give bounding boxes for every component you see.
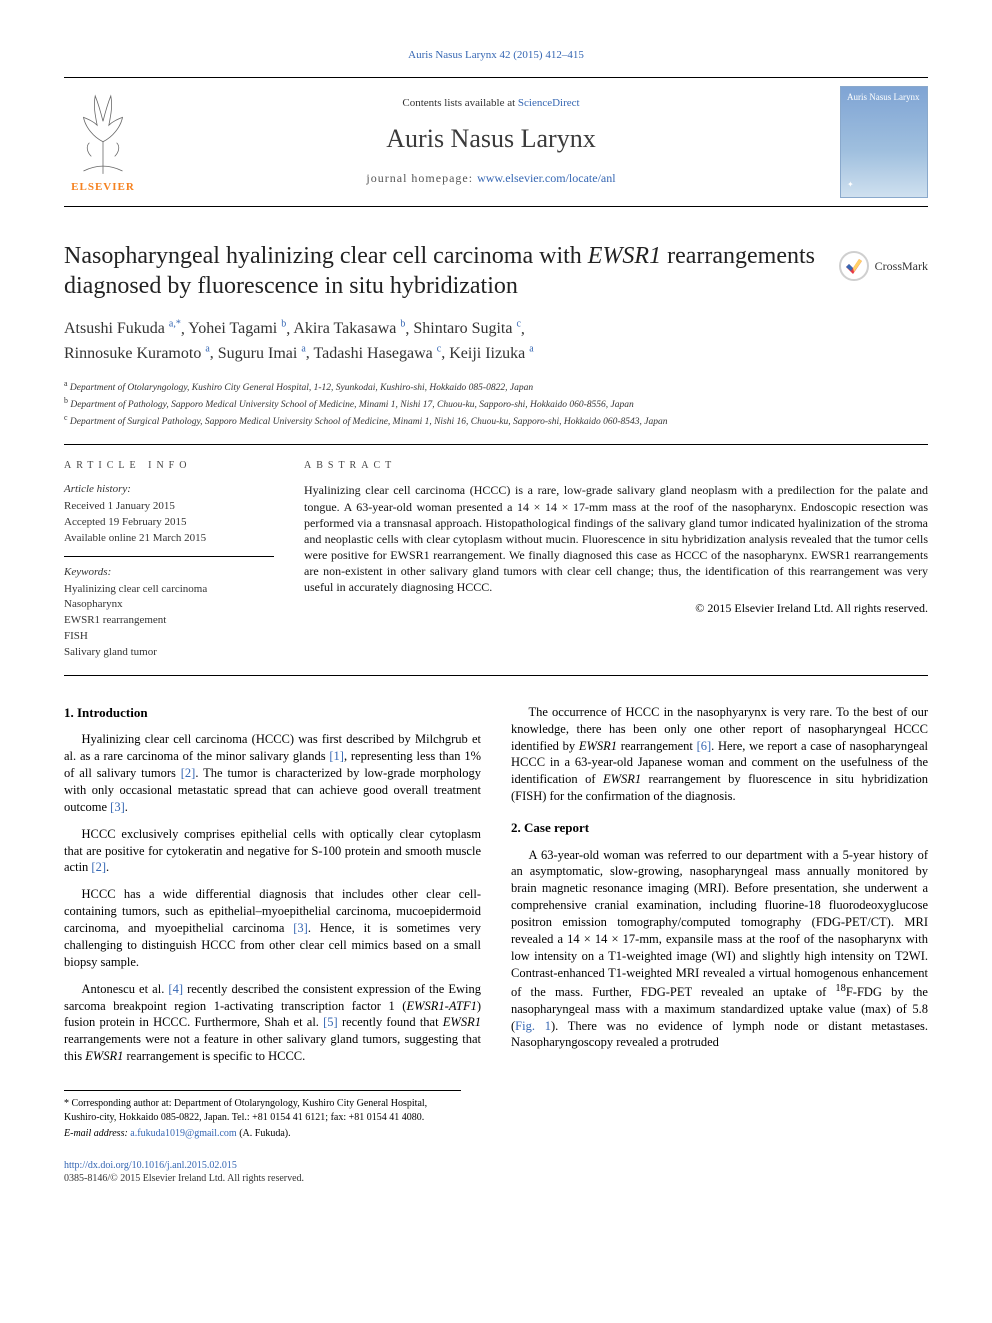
keyword: EWSR1 rearrangement <box>64 613 274 628</box>
author: Yohei Tagami b <box>188 320 286 337</box>
abstract-text: Hyalinizing clear cell carcinoma (HCCC) … <box>304 482 928 595</box>
keyword: Salivary gland tumor <box>64 645 274 660</box>
contents-prefix: Contents lists available at <box>402 97 517 109</box>
title-pre: Nasopharyngeal hyalinizing clear cell ca… <box>64 243 588 269</box>
keyword: FISH <box>64 629 274 644</box>
article-info-head: ARTICLE INFO <box>64 459 274 473</box>
journal-cover-thumb: Auris Nasus Larynx ✦ <box>840 86 928 198</box>
homepage-prefix: journal homepage: <box>366 171 477 185</box>
paragraph: Hyalinizing clear cell carcinoma (HCCC) … <box>64 731 481 815</box>
abstract-head: ABSTRACT <box>304 459 928 473</box>
email-tail: (A. Fukuda). <box>239 1128 290 1139</box>
history-head: Article history: <box>64 482 274 497</box>
section-heading-case: 2. Case report <box>511 819 928 837</box>
paragraph: A 63-year-old woman was referred to our … <box>511 847 928 1052</box>
divider <box>64 675 928 676</box>
body-columns: 1. Introduction Hyalinizing clear cell c… <box>64 704 928 1068</box>
ref-link[interactable]: [5] <box>323 1015 338 1029</box>
author-list: Atsushi Fukuda a,*, Yohei Tagami b, Akir… <box>64 317 928 366</box>
crossmark-badge[interactable]: CrossMark <box>839 241 928 281</box>
author: Suguru Imai a <box>218 345 306 362</box>
divider <box>64 556 274 557</box>
email-label: E-mail address: <box>64 1128 130 1139</box>
publisher-block: ELSEVIER <box>64 78 142 206</box>
sciencedirect-link[interactable]: ScienceDirect <box>518 97 580 109</box>
author: Akira Takasawa b <box>293 320 405 337</box>
journal-homepage-line: journal homepage: www.elsevier.com/locat… <box>150 170 832 186</box>
keywords-head: Keywords: <box>64 565 274 580</box>
crossmark-label: CrossMark <box>875 258 928 274</box>
running-head-text: Auris Nasus Larynx 42 (2015) 412–415 <box>408 49 584 61</box>
crossmark-icon <box>839 251 869 281</box>
history-received: Received 1 January 2015 <box>64 499 274 514</box>
divider <box>64 444 928 445</box>
cover-title: Auris Nasus Larynx <box>847 93 920 103</box>
history-online: Available online 21 March 2015 <box>64 531 274 546</box>
paragraph: Antonescu et al. [4] recently described … <box>64 981 481 1065</box>
doi-block: http://dx.doi.org/10.1016/j.anl.2015.02.… <box>64 1159 928 1186</box>
contents-line: Contents lists available at ScienceDirec… <box>150 96 832 111</box>
ref-link[interactable]: [6] <box>697 739 712 753</box>
history-accepted: Accepted 19 February 2015 <box>64 515 274 530</box>
keyword: Nasopharynx <box>64 597 274 612</box>
doi-link[interactable]: http://dx.doi.org/10.1016/j.anl.2015.02.… <box>64 1160 237 1171</box>
corresponding-text: * Corresponding author at: Department of… <box>64 1097 461 1124</box>
article-title: Nasopharyngeal hyalinizing clear cell ca… <box>64 241 821 301</box>
journal-masthead: ELSEVIER Contents lists available at Sci… <box>64 77 928 207</box>
paragraph: HCCC exclusively comprises epithelial ce… <box>64 826 481 877</box>
affiliation-list: a Department of Otolaryngology, Kushiro … <box>64 378 928 430</box>
author: Tadashi Hasegawa c <box>314 345 442 362</box>
affiliation: a Department of Otolaryngology, Kushiro … <box>64 378 928 395</box>
journal-name: Auris Nasus Larynx <box>150 121 832 156</box>
issn-copyright: 0385-8146/© 2015 Elsevier Ireland Ltd. A… <box>64 1173 304 1184</box>
abstract-copyright: © 2015 Elsevier Ireland Ltd. All rights … <box>304 600 928 616</box>
ref-link[interactable]: [1] <box>329 749 344 763</box>
ref-link[interactable]: [2] <box>181 766 196 780</box>
author: Shintaro Sugita c <box>413 320 521 337</box>
corresponding-email-link[interactable]: a.fukuda1019@gmail.com <box>130 1128 236 1139</box>
publisher-wordmark: ELSEVIER <box>64 180 142 195</box>
author: Rinnosuke Kuramoto a <box>64 345 210 362</box>
ref-link[interactable]: [2] <box>91 860 106 874</box>
elsevier-tree-icon <box>64 88 142 176</box>
ref-link[interactable]: [3] <box>293 921 308 935</box>
ref-link[interactable]: [4] <box>168 982 183 996</box>
author: Atsushi Fukuda a,* <box>64 320 181 337</box>
affiliation: c Department of Surgical Pathology, Sapp… <box>64 412 928 429</box>
paragraph: The occurrence of HCCC in the nasophyary… <box>511 704 928 805</box>
section-heading-intro: 1. Introduction <box>64 704 481 722</box>
figure-link[interactable]: Fig. 1 <box>515 1019 551 1033</box>
running-head: Auris Nasus Larynx 42 (2015) 412–415 <box>64 48 928 63</box>
corresponding-author-footnote: * Corresponding author at: Department of… <box>64 1090 461 1141</box>
title-gene: EWSR1 <box>588 243 661 269</box>
cover-logo-icon: ✦ <box>847 180 854 191</box>
journal-homepage-link[interactable]: www.elsevier.com/locate/anl <box>477 171 616 185</box>
author: Keiji Iizuka a <box>449 345 533 362</box>
keyword: Hyalinizing clear cell carcinoma <box>64 582 274 597</box>
paragraph: HCCC has a wide differential diagnosis t… <box>64 886 481 970</box>
affiliation: b Department of Pathology, Sapporo Medic… <box>64 395 928 412</box>
ref-link[interactable]: [3] <box>110 800 125 814</box>
